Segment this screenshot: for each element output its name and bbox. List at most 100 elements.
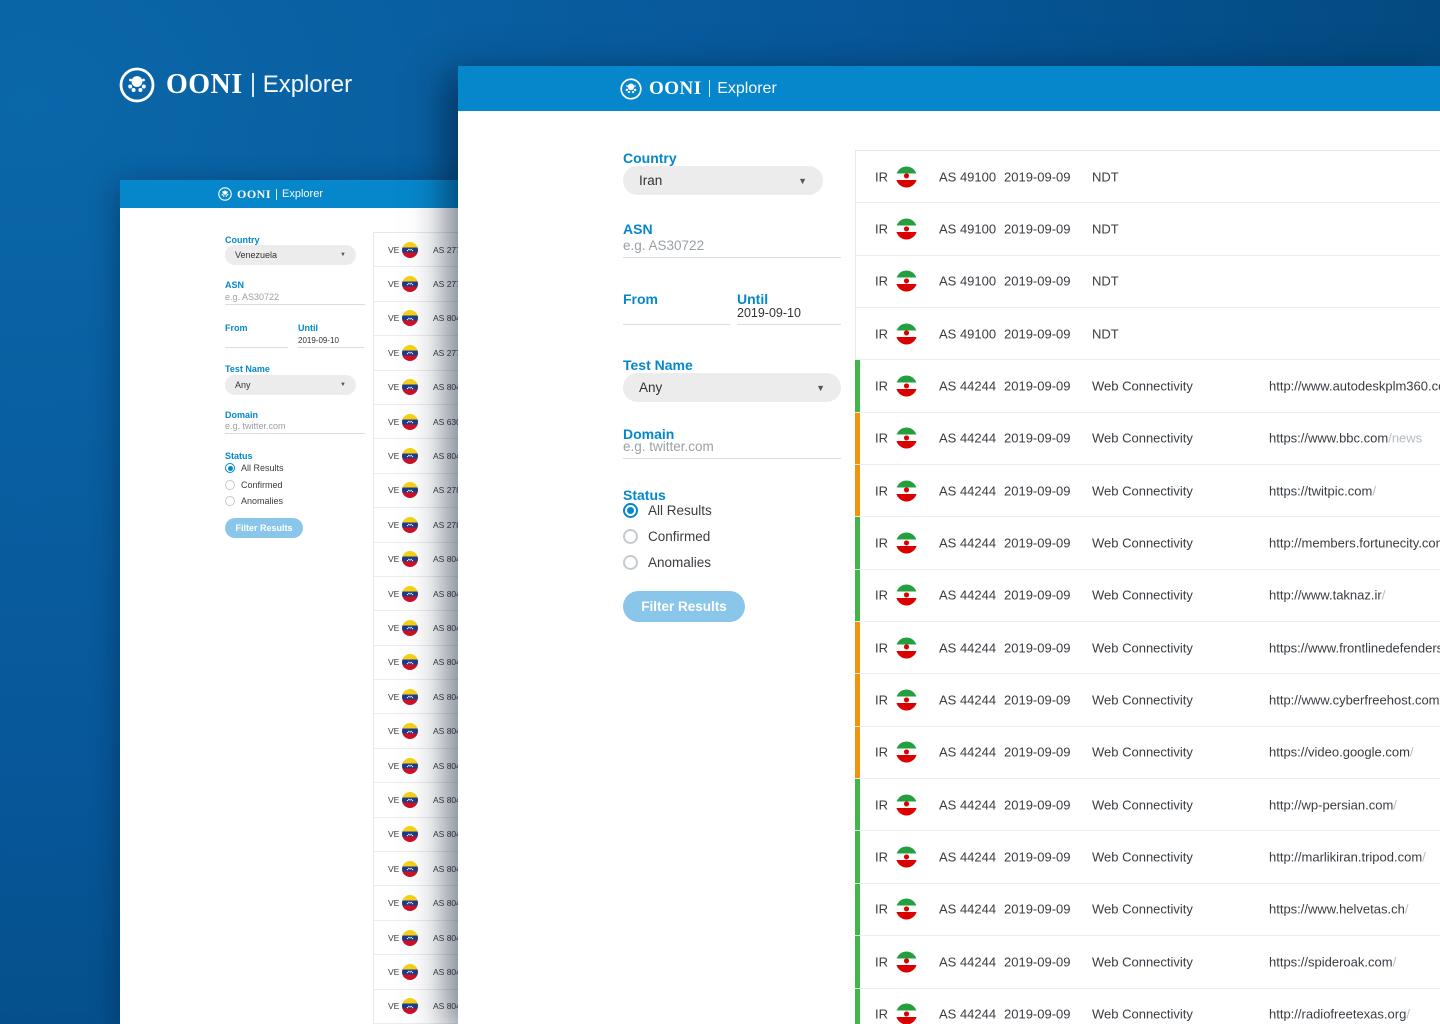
test-name-label: Test Name (225, 364, 270, 374)
venezuela-flag-icon (402, 241, 418, 258)
test-name-select[interactable]: Any ▼ (225, 375, 356, 395)
test-name-select[interactable]: Any ▼ (623, 373, 841, 402)
asn: AS 27717 (433, 244, 471, 255)
country-code: VE (388, 382, 400, 393)
test-name: Web Connectivity (1092, 901, 1193, 917)
status-label: Status (225, 451, 253, 461)
iran-flag-icon (896, 846, 917, 868)
venezuela-flag-icon (402, 551, 418, 568)
asn: AS 8048 (433, 863, 466, 874)
measurement-row[interactable]: IR AS 49100 2019-09-09 NDT (856, 308, 1440, 361)
radio-icon[interactable] (623, 502, 638, 518)
iran-flag-icon (896, 532, 917, 554)
measured-url: https://video.google.com/ (1269, 744, 1414, 760)
status-option-label: All Results (648, 502, 712, 518)
until-date-input[interactable]: 2019-09-10 (737, 305, 841, 325)
asn: AS 44244 (939, 430, 997, 446)
ooni-explorer-logo[interactable]: OONI Explorer (218, 180, 323, 208)
ooni-explorer-logo[interactable]: OONI Explorer (620, 66, 777, 111)
asn: AS 44244 (939, 587, 997, 603)
asn: AS 49100 (939, 221, 997, 237)
country-code: VE (388, 451, 400, 462)
venezuela-flag-icon (402, 723, 418, 740)
measurement-row[interactable]: IR AS 44244 2019-09-09 Web Connectivity http… (855, 569, 1440, 623)
asn-input[interactable]: e.g. AS30722 (623, 234, 841, 258)
measurement-row[interactable]: IR AS 44244 2019-09-09 Web Connectivity http… (855, 517, 1440, 570)
app-header: OONI Explorer (458, 66, 1440, 111)
country-code: VE (388, 829, 400, 840)
status-option-all-results[interactable]: All Results (623, 497, 712, 523)
venezuela-flag-icon (402, 516, 418, 533)
asn: AS 49100 (939, 326, 997, 342)
test-name: Web Connectivity (1092, 535, 1193, 551)
measurement-row[interactable]: IR AS 44244 2019-09-09 Web Connectivity http… (855, 883, 1440, 937)
country-code: IR (875, 744, 888, 760)
iran-flag-icon (896, 689, 917, 711)
from-date-input[interactable] (623, 305, 730, 325)
url-path-suffix: / (1381, 587, 1386, 603)
country-code: IR (875, 797, 888, 813)
radio-icon[interactable] (225, 463, 235, 474)
measurement-date: 2019-09-09 (1004, 221, 1071, 237)
test-name: Web Connectivity (1092, 692, 1193, 708)
chevron-down-icon: ▼ (798, 175, 807, 186)
country-code: VE (388, 347, 400, 358)
asn: AS 8048 (433, 794, 466, 805)
country-select-value: Iran (639, 173, 663, 188)
measurement-row[interactable]: IR AS 44244 2019-09-09 Web Connectivity http… (855, 360, 1440, 413)
measurement-row[interactable]: IR AS 44244 2019-09-09 Web Connectivity http… (855, 831, 1440, 884)
asn: AS 44244 (939, 1006, 997, 1022)
radio-icon[interactable] (623, 528, 638, 544)
measured-url: http://wp-persian.com/ (1269, 797, 1397, 813)
radio-icon[interactable] (623, 554, 638, 570)
country-code: VE (388, 244, 400, 255)
status-option-all-results[interactable]: All Results (225, 460, 284, 477)
measured-url: https://www.helvetas.ch/ (1269, 901, 1409, 917)
venezuela-flag-icon (402, 688, 418, 705)
measurement-row[interactable]: IR AS 44244 2019-09-09 Web Connectivity http… (855, 674, 1440, 727)
country-code: IR (875, 326, 888, 342)
status-radio-group: All Results Confirmed Anomalies (623, 497, 712, 575)
iran-flag-icon (896, 951, 917, 973)
measurement-row[interactable]: IR AS 44244 2019-09-09 Web Connectivity http… (855, 412, 1440, 466)
url-path-suffix: / (1409, 744, 1414, 760)
url-path-suffix: / (1422, 849, 1426, 865)
measurement-row[interactable]: IR AS 49100 2019-09-09 NDT (856, 255, 1440, 309)
asn-input[interactable]: e.g. AS30722 (225, 288, 365, 305)
measurement-row[interactable]: IR AS 44244 2019-09-09 Web Connectivity http… (855, 936, 1440, 989)
status-option-confirmed[interactable]: Confirmed (225, 477, 284, 494)
status-option-anomalies[interactable]: Anomalies (225, 493, 284, 510)
measurement-row[interactable]: IR AS 44244 2019-09-09 Web Connectivity http… (855, 465, 1440, 518)
radio-icon[interactable] (225, 496, 235, 507)
measurement-row[interactable]: IR AS 49100 2019-09-09 NDT (856, 151, 1440, 204)
domain-label: Domain (623, 426, 675, 442)
country-select[interactable]: Iran ▼ (623, 166, 823, 195)
iran-flag-icon (896, 637, 917, 659)
domain-input[interactable]: e.g. twitter.com (225, 418, 365, 434)
country-code: VE (388, 932, 400, 943)
measurement-date: 2019-09-09 (1004, 1006, 1071, 1022)
venezuela-flag-icon (402, 963, 418, 980)
asn: AS 8048 (433, 382, 466, 393)
venezuela-flag-icon (402, 929, 418, 946)
measurement-row[interactable]: IR AS 44244 2019-09-09 Web Connectivity http… (855, 988, 1440, 1024)
country-code: IR (875, 954, 888, 970)
domain-input[interactable]: e.g. twitter.com (623, 438, 841, 459)
until-date-input[interactable]: 2019-09-10 (298, 333, 364, 348)
measurement-row[interactable]: IR AS 44244 2019-09-09 Web Connectivity http… (855, 779, 1440, 832)
radio-icon[interactable] (225, 479, 235, 490)
country-select[interactable]: Venezuela ▼ (225, 245, 356, 265)
status-option-anomalies[interactable]: Anomalies (623, 549, 712, 575)
filter-results-button[interactable]: Filter Results (623, 591, 745, 622)
measurement-row[interactable]: IR AS 49100 2019-09-09 NDT (856, 203, 1440, 256)
measured-url: https://spideroak.com/ (1269, 954, 1397, 970)
measurement-date: 2019-09-09 (1004, 430, 1071, 446)
measurement-row[interactable]: IR AS 44244 2019-09-09 Web Connectivity http… (855, 726, 1440, 780)
asn-placeholder: e.g. AS30722 (623, 238, 705, 253)
status-option-confirmed[interactable]: Confirmed (623, 523, 712, 549)
filter-results-button[interactable]: Filter Results (225, 518, 303, 538)
from-label: From (225, 323, 248, 333)
measurement-row[interactable]: IR AS 44244 2019-09-09 Web Connectivity http… (855, 622, 1440, 675)
from-date-input[interactable] (225, 333, 288, 348)
asn: AS 44244 (939, 692, 997, 708)
